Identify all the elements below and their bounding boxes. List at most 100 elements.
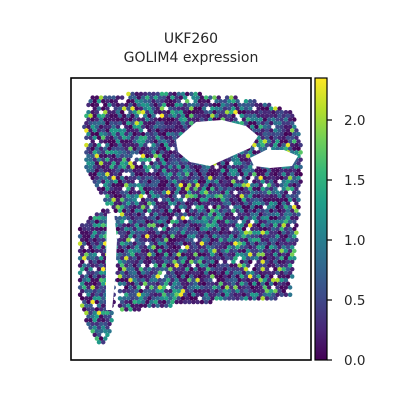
spot: [273, 179, 278, 184]
spot: [149, 256, 154, 261]
spot: [147, 193, 152, 199]
spot: [252, 252, 257, 257]
spot: [214, 237, 219, 243]
spot: [264, 259, 270, 265]
spot: [168, 281, 173, 287]
spot: [100, 208, 106, 214]
spot: [279, 241, 284, 246]
spot: [233, 226, 238, 232]
spot: [256, 193, 261, 199]
spot: [157, 292, 163, 297]
spot: [214, 281, 219, 287]
spot: [132, 226, 137, 232]
spot: [296, 131, 301, 137]
spot: [189, 274, 194, 279]
spot: [252, 113, 257, 119]
spot: [283, 190, 289, 195]
spot: [86, 124, 91, 130]
spot: [258, 212, 263, 217]
spot: [170, 234, 175, 239]
spot: [147, 281, 152, 287]
spot: [153, 234, 158, 239]
spot: [119, 110, 125, 115]
spot: [153, 204, 158, 210]
spot: [252, 142, 257, 148]
spot: [180, 237, 186, 243]
spot: [172, 259, 177, 265]
spot: [277, 135, 282, 141]
spot: [271, 139, 276, 144]
spot: [149, 285, 154, 290]
spot: [233, 161, 238, 166]
spot: [189, 230, 194, 235]
spot: [161, 95, 167, 100]
spot: [132, 234, 137, 239]
spot: [103, 139, 108, 144]
spot: [208, 256, 213, 261]
spot: [153, 197, 158, 203]
spot: [128, 256, 133, 261]
spot: [233, 117, 238, 122]
spot: [239, 281, 245, 287]
spot: [166, 204, 171, 210]
spot: [254, 270, 259, 276]
spot: [277, 252, 282, 257]
spot: [147, 252, 152, 257]
spot: [180, 215, 186, 221]
spot: [258, 285, 263, 290]
spot: [159, 99, 165, 104]
spot: [214, 223, 219, 228]
spot: [88, 296, 93, 301]
spot: [100, 274, 106, 279]
spot: [90, 256, 95, 261]
spot: [86, 219, 91, 224]
spot: [100, 120, 106, 126]
spot: [268, 135, 274, 141]
spot: [180, 164, 186, 170]
spot: [86, 131, 91, 137]
spot: [94, 299, 100, 305]
spot: [250, 285, 255, 290]
spot: [124, 117, 129, 122]
spot: [193, 106, 198, 111]
spot: [178, 124, 184, 130]
spot: [193, 179, 198, 184]
spot: [111, 95, 116, 100]
spot: [235, 193, 240, 199]
spot: [226, 113, 232, 119]
spot: [264, 208, 270, 214]
spot: [218, 281, 224, 287]
spot: [153, 226, 158, 232]
spot: [124, 153, 129, 159]
spot: [115, 256, 121, 261]
spot: [128, 299, 133, 305]
spot: [275, 183, 280, 188]
spot: [233, 102, 238, 108]
spot: [119, 153, 125, 159]
spot: [90, 270, 95, 276]
spot: [159, 120, 165, 126]
spot: [226, 164, 232, 170]
spot: [210, 296, 215, 301]
spot: [256, 208, 261, 214]
spot: [180, 120, 186, 126]
spot: [235, 288, 240, 294]
spot: [203, 219, 209, 224]
spot: [147, 172, 152, 177]
spot: [128, 190, 133, 195]
spot: [271, 256, 276, 261]
spot: [239, 215, 245, 221]
spot: [172, 113, 177, 119]
spot: [130, 113, 135, 119]
spot: [182, 256, 188, 261]
spot: [168, 288, 173, 294]
spot: [117, 245, 123, 250]
spot: [271, 204, 276, 210]
spot: [220, 102, 226, 108]
spot: [134, 252, 140, 257]
spot: [189, 201, 194, 206]
spot: [124, 256, 129, 261]
spot: [94, 146, 100, 151]
spot: [178, 183, 184, 188]
spot: [94, 248, 100, 254]
